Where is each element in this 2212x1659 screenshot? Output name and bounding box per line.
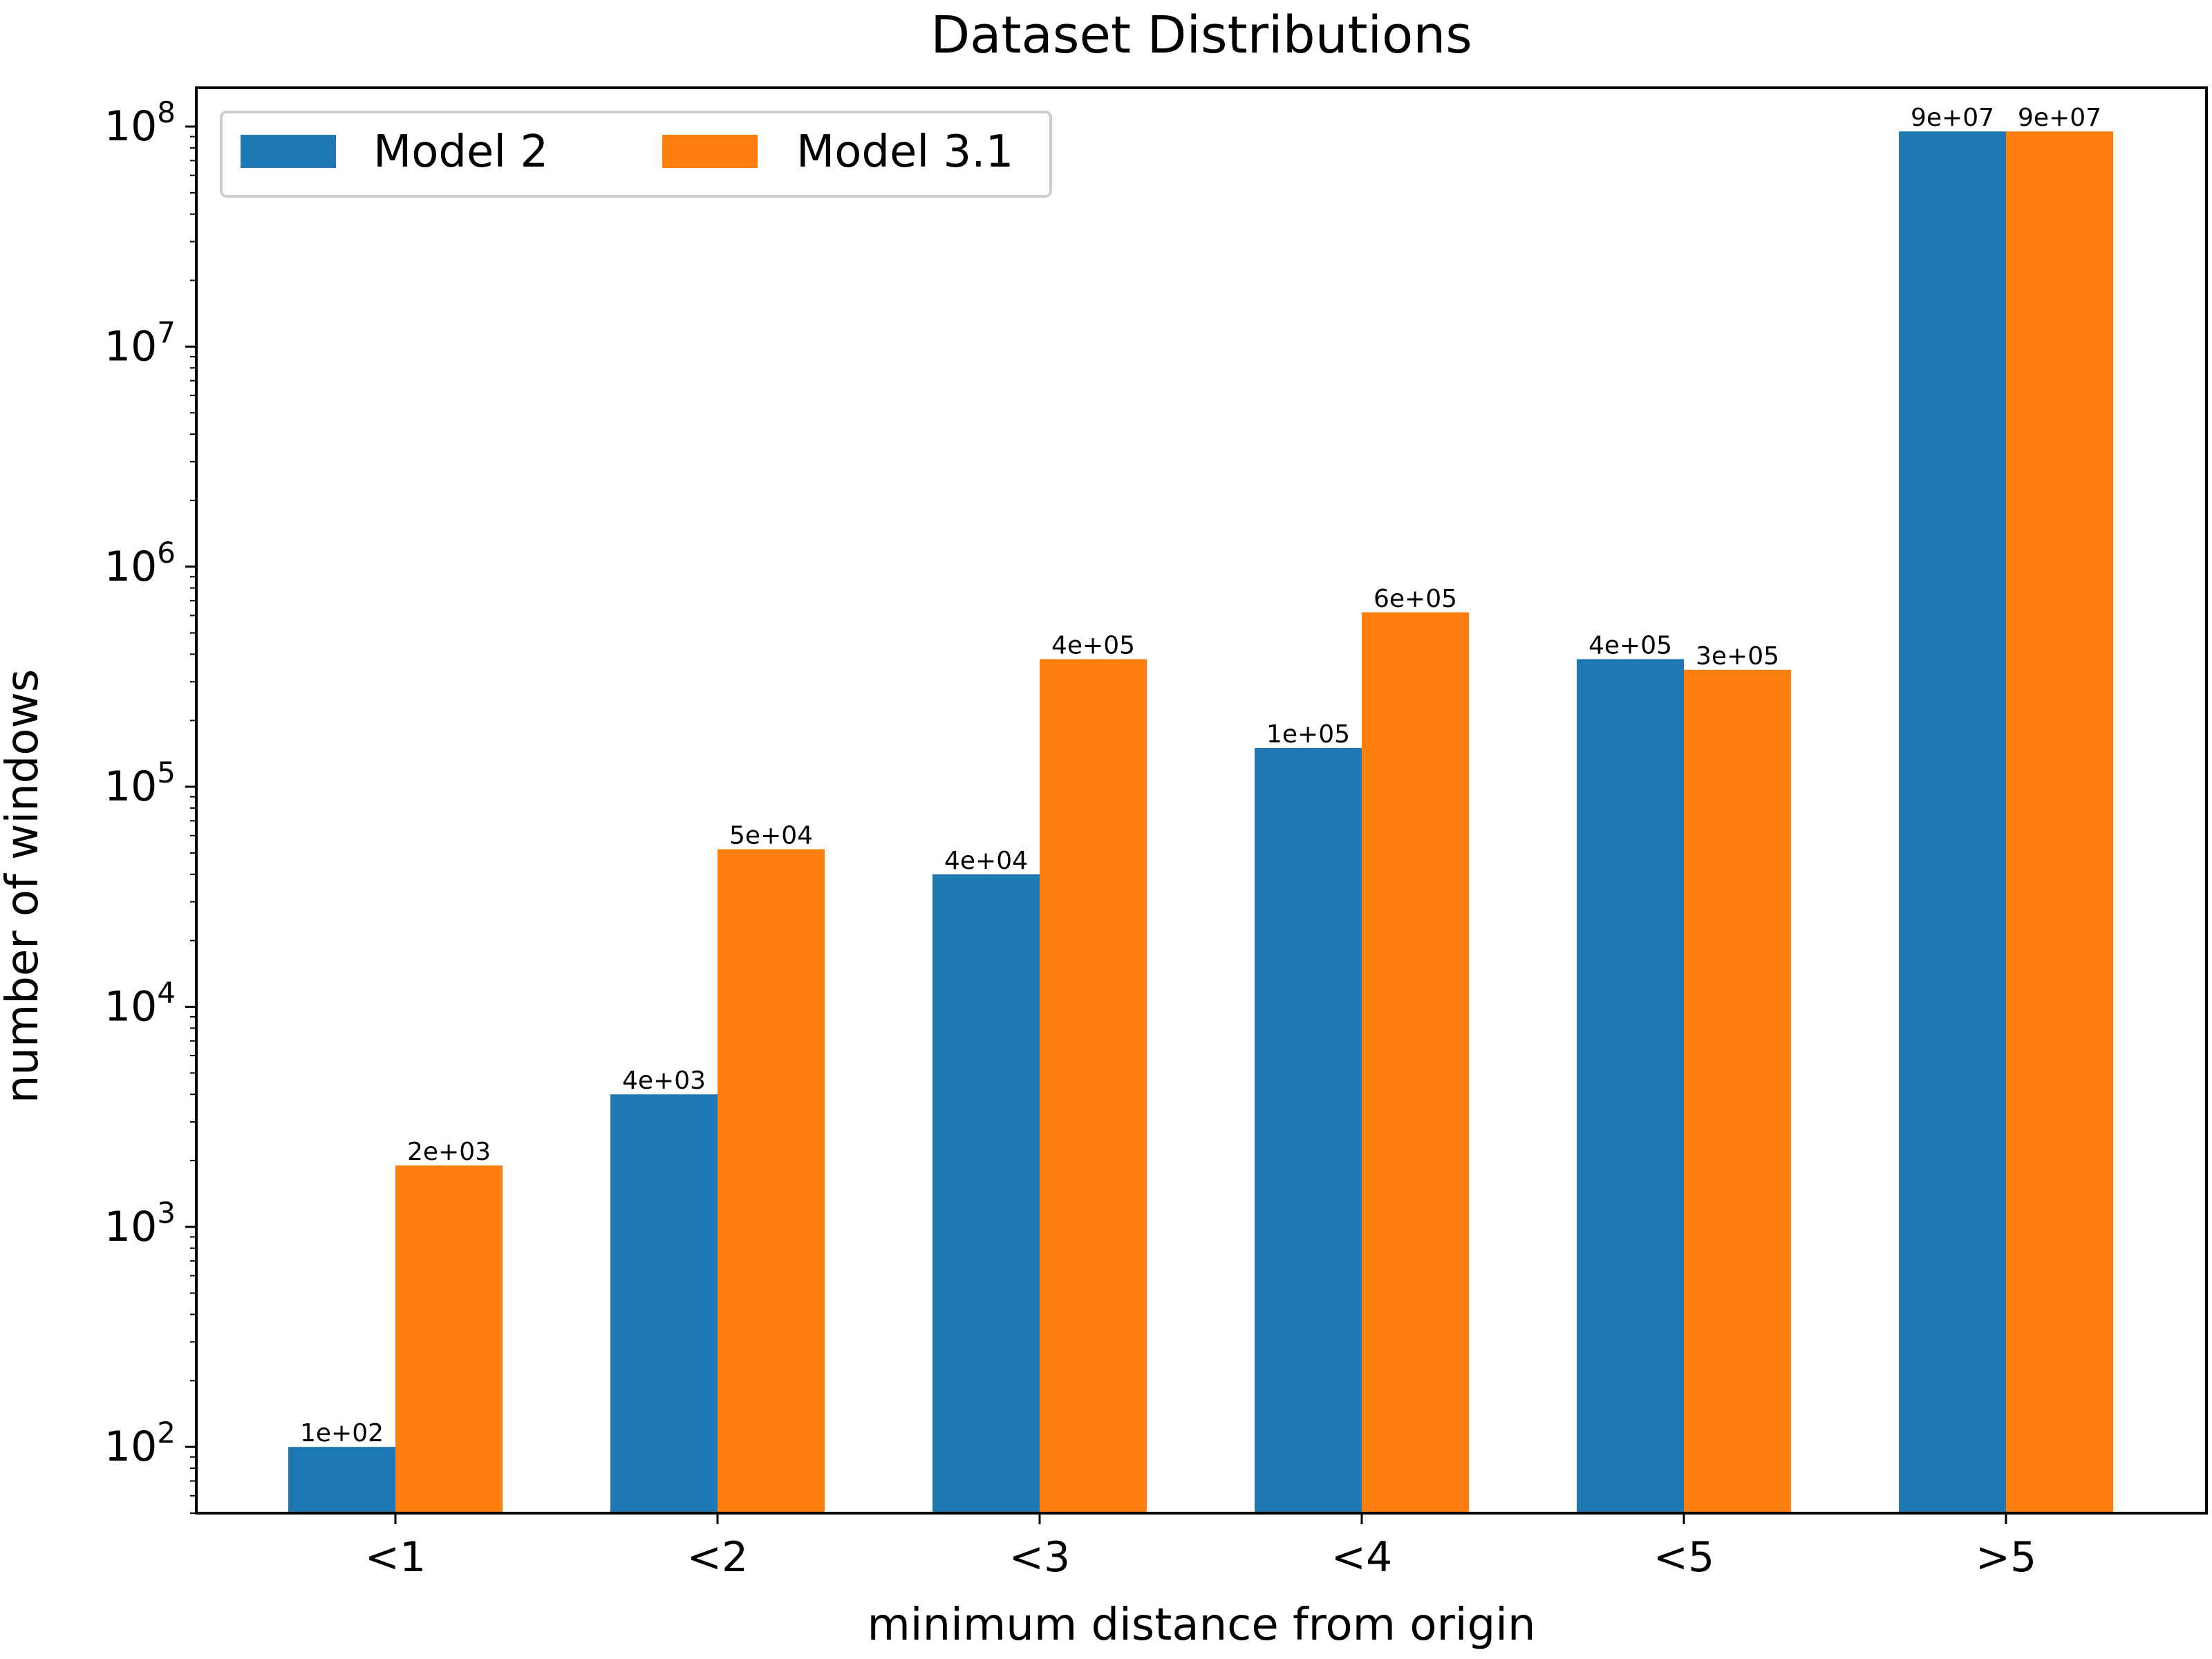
y-tick-label: 104	[104, 975, 176, 1031]
bar-model-3-1-1	[395, 1165, 503, 1513]
data-label-model-2-5: 4e+05	[1588, 632, 1672, 660]
bar-model-3-1-4	[1362, 612, 1469, 1513]
y-tick-label: 106	[104, 536, 176, 591]
bar-model-3-1-2	[718, 849, 825, 1513]
bar-model-3-1-6	[2006, 131, 2113, 1513]
data-label-model-3-1-1: 2e+03	[407, 1138, 491, 1166]
x-tick-label: <3	[1009, 1533, 1070, 1582]
bar-model-3-1-3	[1040, 659, 1147, 1514]
x-tick-label: <2	[687, 1533, 748, 1582]
data-label-model-3-1-3: 4e+05	[1051, 632, 1135, 660]
data-label-model-2-3: 4e+04	[944, 847, 1028, 875]
data-labels-layer: 1e+02 4e+03 4e+04 1e+05 4e+05 9e+07 2e+03 5e+04…	[300, 104, 2101, 1447]
plot-area-frame	[195, 86, 2208, 1515]
x-tick-label: >5	[1976, 1533, 2036, 1582]
bar-model-2-1	[288, 1447, 395, 1513]
data-label-model-2-4: 1e+05	[1266, 720, 1350, 749]
bar-model-2-2	[610, 1094, 718, 1513]
bar-model-2-6	[1899, 131, 2006, 1513]
y-axis-label: number of windows	[0, 669, 48, 1103]
y-tick-label: 103	[104, 1196, 176, 1251]
legend-swatch-model-3-1	[662, 135, 758, 168]
data-label-model-3-1-2: 5e+04	[729, 822, 813, 850]
chart-title: Dataset Distributions	[930, 6, 1472, 65]
data-label-model-2-6: 9e+07	[1911, 104, 1994, 132]
legend-swatch-model-2	[241, 135, 336, 168]
y-tick-label: 102	[104, 1416, 176, 1471]
x-axis-label: minimum distance from origin	[867, 1600, 1535, 1651]
y-tick-label: 108	[104, 95, 176, 151]
data-label-model-2-2: 4e+03	[622, 1067, 706, 1095]
y-tick-label: 105	[104, 756, 176, 811]
x-ticks-layer: <1 <2 <3 <4 <5 >5	[365, 1513, 2036, 1582]
legend-label-model-3-1: Model 3.1	[796, 126, 1013, 178]
x-tick-label: <1	[365, 1533, 426, 1582]
bar-model-3-1-5	[1684, 669, 1791, 1513]
bars-layer	[288, 131, 2113, 1514]
bar-model-2-5	[1577, 659, 1684, 1514]
x-tick-label: <4	[1331, 1533, 1392, 1582]
legend: Model 2 Model 3.1	[220, 111, 1052, 198]
legend-box	[220, 111, 1052, 198]
data-label-model-3-1-6: 9e+07	[2018, 104, 2101, 132]
bar-model-2-3	[932, 874, 1040, 1513]
data-label-model-3-1-4: 6e+05	[1374, 585, 1457, 613]
data-label-model-3-1-5: 3e+05	[1696, 642, 1779, 671]
bar-model-2-4	[1255, 748, 1362, 1513]
y-tick-label: 107	[104, 315, 176, 371]
data-label-model-2-1: 1e+02	[300, 1419, 384, 1447]
x-tick-label: <5	[1653, 1533, 1714, 1582]
legend-label-model-2: Model 2	[373, 126, 548, 178]
